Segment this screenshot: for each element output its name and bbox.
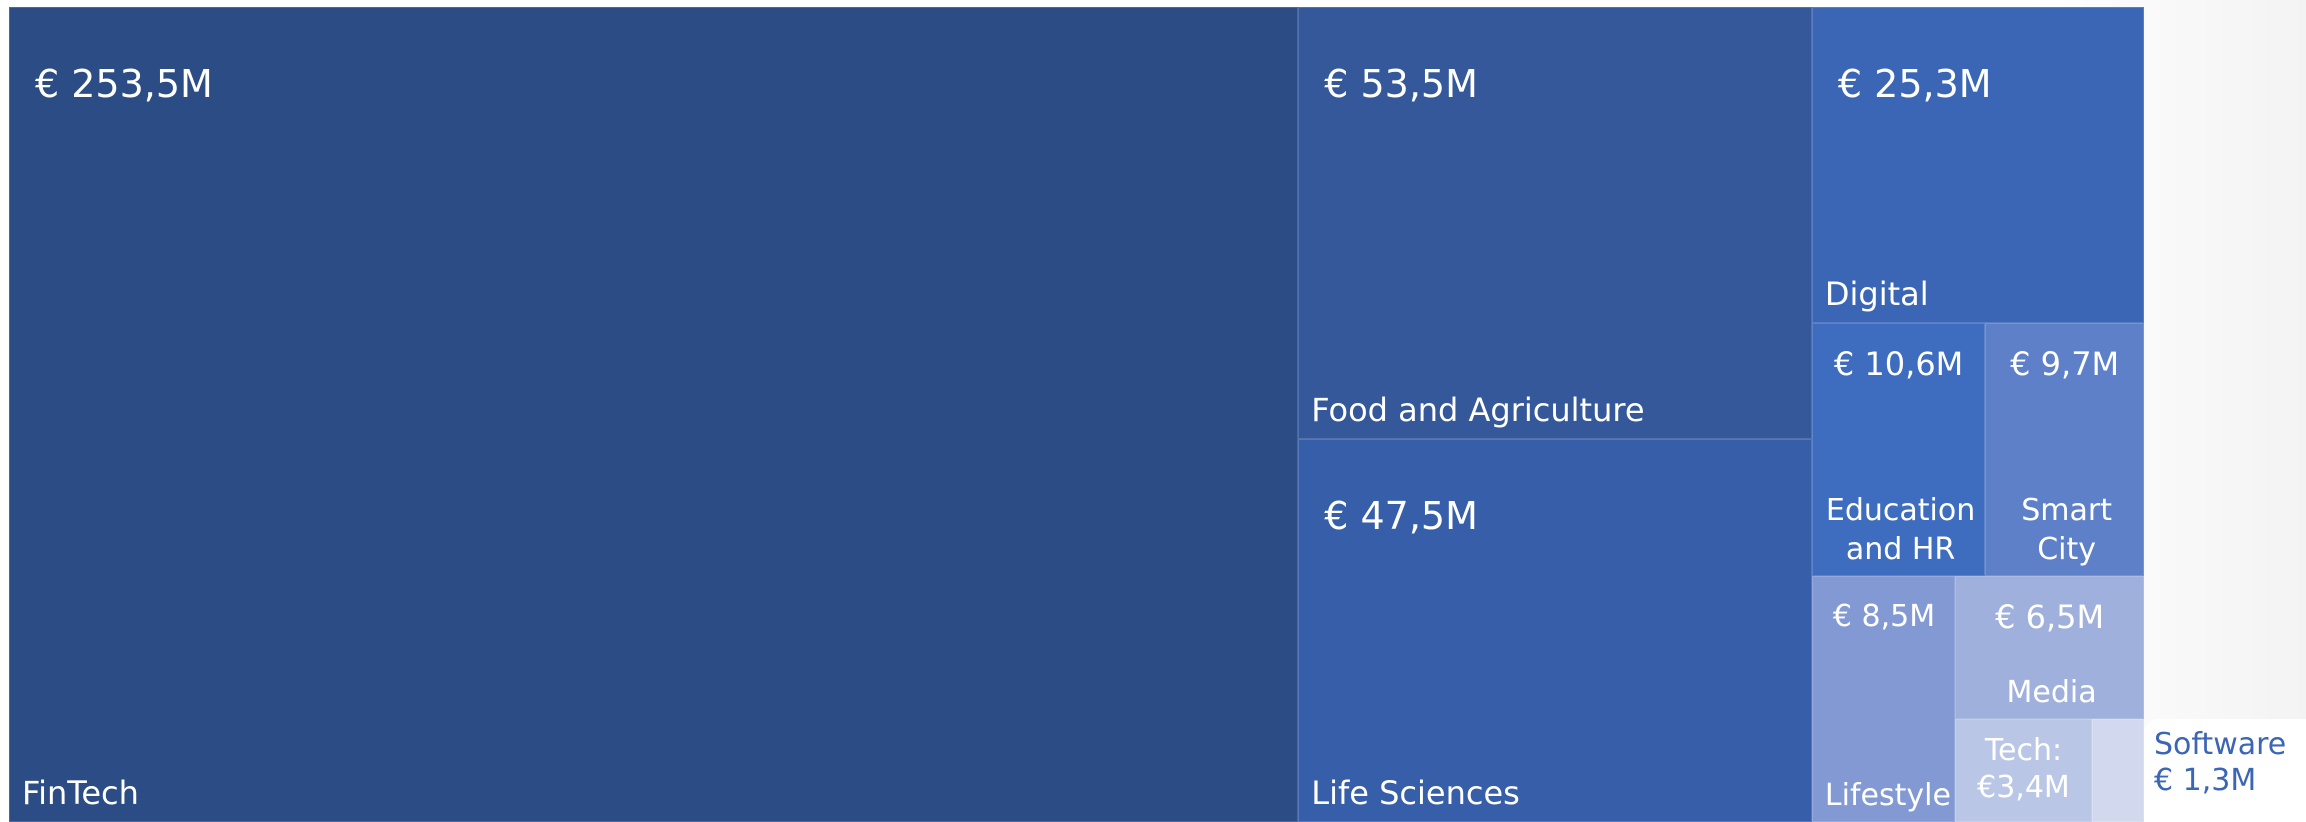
treemap-tile: € 8,5M Lifestyle <box>1811 576 1956 822</box>
value-label: € 53,5M <box>1324 62 1478 106</box>
value-label: € 1,3M <box>2154 762 2257 798</box>
treemap-tile: Tech: €3,4M <box>1955 718 2092 822</box>
value-label: €3,4M <box>1977 770 2070 806</box>
value-label: € 25,3M <box>1837 62 1992 106</box>
category-label: FinTech <box>22 774 139 813</box>
category-label: Tech: <box>1984 732 2063 768</box>
value-label: € 47,5M <box>1324 493 1478 538</box>
category-label: Life Sciences <box>1311 774 1520 813</box>
treemap-tile: € 47,5M Life Sciences <box>1298 438 1812 822</box>
treemap-tile: € 253,5M FinTech <box>9 7 1299 822</box>
value-label: € 9,7M <box>2010 344 2120 383</box>
category-label: Media <box>2006 674 2097 710</box>
treemap-tile: € 6,5M Media <box>1955 576 2144 719</box>
treemap-tile: € 9,7M Smart City <box>1985 322 2144 577</box>
category-label: Software <box>2154 726 2287 762</box>
tile-label-box: Software € 1,3M <box>2144 718 2306 822</box>
treemap-tile <box>2091 718 2144 822</box>
treemap-tile: € 25,3M Digital <box>1811 7 2144 323</box>
value-label: € 8,5M <box>1832 599 1936 635</box>
category-label: Lifestyle <box>1824 777 1951 813</box>
tile-label: Tech: €3,4M <box>1964 732 2083 807</box>
category-label: Smart City <box>2021 493 2113 568</box>
category-label: Digital <box>1824 275 1929 314</box>
value-label: € 253,5M <box>35 62 213 106</box>
value-label: € 6,5M <box>1995 598 2105 637</box>
treemap-tile: € 10,6M Education and HR <box>1811 322 1986 577</box>
value-label: € 10,6M <box>1833 344 1964 383</box>
category-label: Education and HR <box>1825 493 1976 568</box>
treemap-tile: € 53,5M Food and Agriculture <box>1298 7 1812 439</box>
category-label: Food and Agriculture <box>1311 391 1645 430</box>
